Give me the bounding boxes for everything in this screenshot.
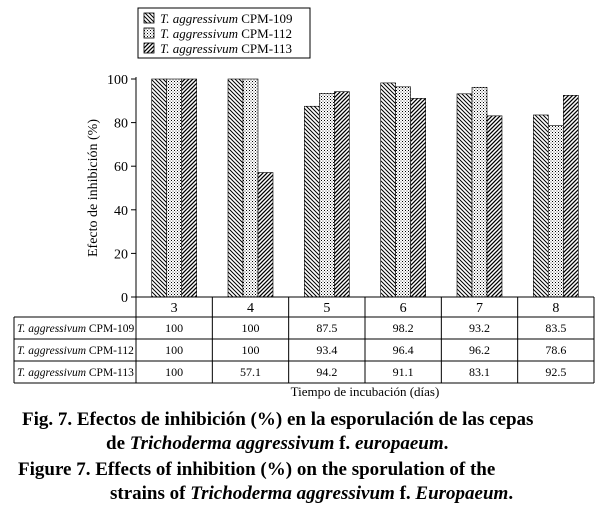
caption-es-line2-pre: de <box>106 433 130 454</box>
x-tick-label: 8 <box>552 301 559 316</box>
legend-swatch <box>143 27 155 39</box>
x-tick-label: 5 <box>323 301 330 316</box>
x-tick-label: 3 <box>171 301 178 316</box>
table-cell: 83.5 <box>545 321 566 335</box>
legend-genus: T. aggressivum <box>160 26 238 41</box>
bar-cpm-109-7 <box>456 93 473 298</box>
table-cell: 94.2 <box>316 365 337 379</box>
bar-cpm-113-3 <box>181 78 197 298</box>
legend-strain: CPM-109 <box>238 11 293 26</box>
row-label-strain: CPM-112 <box>86 345 134 357</box>
caption-es-line2-post: . <box>443 433 449 454</box>
caption-en-line2-mid: f. <box>394 483 416 504</box>
y-axis: 0 20 40 60 80 100 <box>107 73 137 306</box>
table-cell: 57.1 <box>240 365 261 379</box>
table-cell: 100 <box>165 321 183 335</box>
bar-cpm-113-4 <box>257 172 274 298</box>
bar-cpm-109-6 <box>380 82 396 298</box>
row-label-strain: CPM-113 <box>86 367 134 379</box>
table-cell: 78.6 <box>545 343 566 357</box>
y-tick-label: 100 <box>107 73 128 88</box>
y-tick-label: 40 <box>114 204 128 219</box>
y-tick-label: 0 <box>121 291 128 306</box>
table-cell: 100 <box>242 343 260 357</box>
legend-strain: CPM-113 <box>238 41 292 56</box>
row-label-genus: T. aggressivum <box>17 367 86 379</box>
bar-cpm-109-4 <box>227 78 244 298</box>
table-cell: 92.5 <box>545 365 566 379</box>
y-tick-label: 60 <box>114 160 128 175</box>
caption-es-line2-mid: f. <box>334 433 355 454</box>
table-row-label: T. aggressivum CPM-109 <box>17 323 134 335</box>
y-axis-label: Efecto de inhibición (%) <box>86 119 101 257</box>
table-cell: 93.4 <box>316 343 337 357</box>
x-tick-label: 6 <box>400 301 407 316</box>
x-tick-label: 7 <box>476 301 483 316</box>
bar-cpm-109-3 <box>151 78 167 298</box>
bar-cpm-113-7 <box>486 115 503 298</box>
caption-en-line2: strains of Trichoderma aggressivum f. Eu… <box>110 482 608 506</box>
table-cell: 96.4 <box>393 343 414 357</box>
table-cell: 93.2 <box>469 321 490 335</box>
legend-strain: CPM-112 <box>238 26 292 41</box>
bar-cpm-113-5 <box>334 91 350 298</box>
table-cell: 100 <box>242 321 260 335</box>
legend-entry: T. aggressivum CPM-113 <box>160 41 292 56</box>
row-label-genus: T. aggressivum <box>17 345 86 357</box>
table-cell: 91.1 <box>393 365 414 379</box>
bar-cpm-112-3 <box>166 78 182 298</box>
bar-cpm-112-4 <box>242 78 259 298</box>
x-axis-label: Tiempo de incubación (días) <box>291 384 440 399</box>
table-cell: 96.2 <box>469 343 490 357</box>
caption-es-line1: Fig. 7. Efectos de inhibición (%) en la … <box>22 409 534 430</box>
bar-cpm-112-6 <box>395 86 411 298</box>
row-label-strain: CPM-109 <box>86 323 134 335</box>
caption-en-line2-pre: strains of <box>110 483 191 504</box>
caption-es-line2: de Trichoderma aggressivum f. europaeum. <box>106 432 608 456</box>
legend-swatch <box>143 42 155 54</box>
table-cell: 87.5 <box>316 321 337 335</box>
x-tick-label: 4 <box>247 301 254 316</box>
data-table: 3 4 5 6 7 8 T. aggressivum CPM-109 100 100 87.5 98… <box>13 296 595 384</box>
legend-entry: T. aggressivum CPM-109 <box>160 11 293 26</box>
bar-cpm-109-8 <box>533 114 549 298</box>
legend-box <box>137 7 311 59</box>
table-row-label: T. aggressivum CPM-112 <box>17 345 134 357</box>
bar-cpm-112-7 <box>471 86 488 298</box>
row-label-genus: T. aggressivum <box>17 323 86 335</box>
caption-en-line1: Figure 7. Effects of inhibition (%) on t… <box>18 459 496 480</box>
bar-cpm-112-8 <box>548 125 564 298</box>
legend-swatch <box>143 12 155 24</box>
legend-entry: T. aggressivum CPM-112 <box>160 26 292 41</box>
legend-genus: T. aggressivum <box>160 41 238 56</box>
table-row-label: T. aggressivum CPM-113 <box>17 367 134 379</box>
caption-en-forma: Europaeum <box>415 483 509 504</box>
table-cell: 98.2 <box>393 321 414 335</box>
caption-en-line2-post: . <box>508 483 514 504</box>
y-tick-label: 20 <box>114 247 128 262</box>
caption-en-genus: Trichoderma aggressivum <box>190 483 395 504</box>
caption-es-forma: europaeum <box>354 433 444 454</box>
caption-es-genus: Trichoderma aggressivum <box>129 433 335 454</box>
table-cell: 100 <box>165 343 183 357</box>
bar-cpm-112-5 <box>319 93 335 298</box>
table-cell: 83.1 <box>469 365 490 379</box>
bar-cpm-109-5 <box>304 105 320 298</box>
y-tick-label: 80 <box>114 117 128 132</box>
legend-genus: T. aggressivum <box>160 11 238 26</box>
bars <box>151 78 579 298</box>
table-cell: 100 <box>165 365 183 379</box>
bar-cpm-113-6 <box>410 98 426 298</box>
bar-cpm-113-8 <box>563 95 579 298</box>
